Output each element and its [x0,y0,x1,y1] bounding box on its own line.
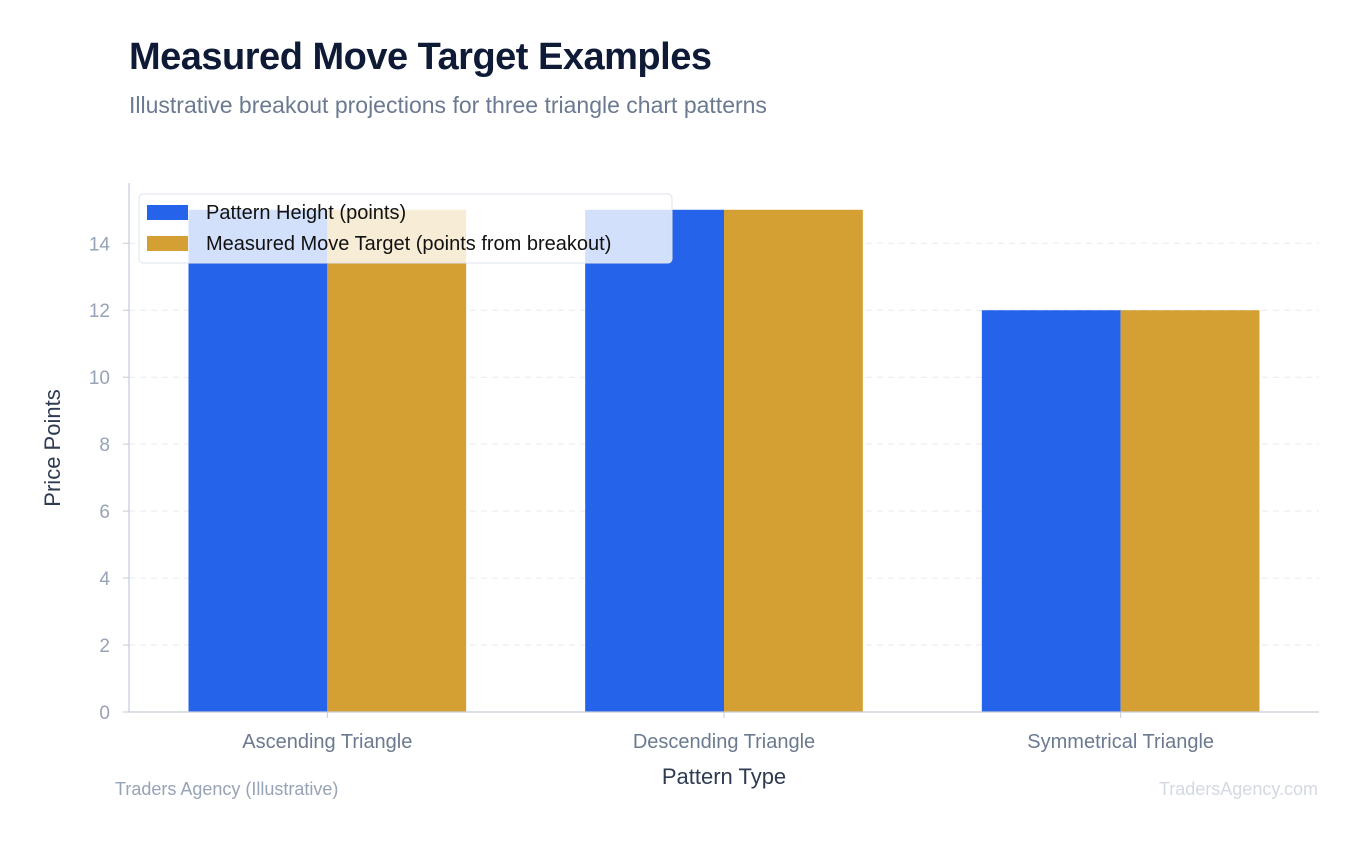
y-tick-label: 14 [89,234,111,255]
bar-measured-move-3 [1120,310,1260,712]
bar-pattern-height-3 [981,310,1121,712]
bars [188,209,1260,713]
y-tick-label: 6 [99,502,110,523]
y-tick-label: 8 [99,435,110,456]
legend: Pattern Height (points) Measured Move Ta… [138,193,673,264]
y-tick-labels: 0 2 4 6 8 10 12 14 [89,234,129,724]
bar-pattern-height-2 [585,209,724,713]
legend-swatch-pattern-height [147,205,188,220]
x-tick-label: Symmetrical Triangle [1027,731,1214,753]
y-tick-label: 0 [99,703,110,724]
bar-measured-move-1 [327,209,467,713]
footer-source: Traders Agency (Illustrative) [115,779,339,799]
chart-title: Measured Move Target Examples [129,36,712,78]
chart-subtitle: Illustrative breakout projections for th… [129,92,767,118]
x-tick-label: Descending Triangle [633,731,815,753]
x-tick-label: Ascending Triangle [242,731,412,753]
legend-label-measured-move: Measured Move Target (points from breako… [206,233,611,255]
y-tick-label: 2 [99,636,110,657]
bar-pattern-height-1 [188,209,328,713]
legend-box [138,193,673,264]
footer-watermark: TradersAgency.com [1158,779,1318,799]
legend-label-pattern-height: Pattern Height (points) [206,202,406,224]
y-tick-label: 4 [99,569,110,590]
y-axis-title: Price Points [40,389,65,506]
legend-swatch-measured-move [147,236,188,251]
y-tick-label: 12 [89,301,110,322]
y-tick-label: 10 [89,368,110,389]
bar-measured-move-2 [724,209,863,713]
x-axis-title: Pattern Type [662,764,786,789]
x-tick-labels: Ascending Triangle Descending Triangle Sym… [242,712,1214,753]
